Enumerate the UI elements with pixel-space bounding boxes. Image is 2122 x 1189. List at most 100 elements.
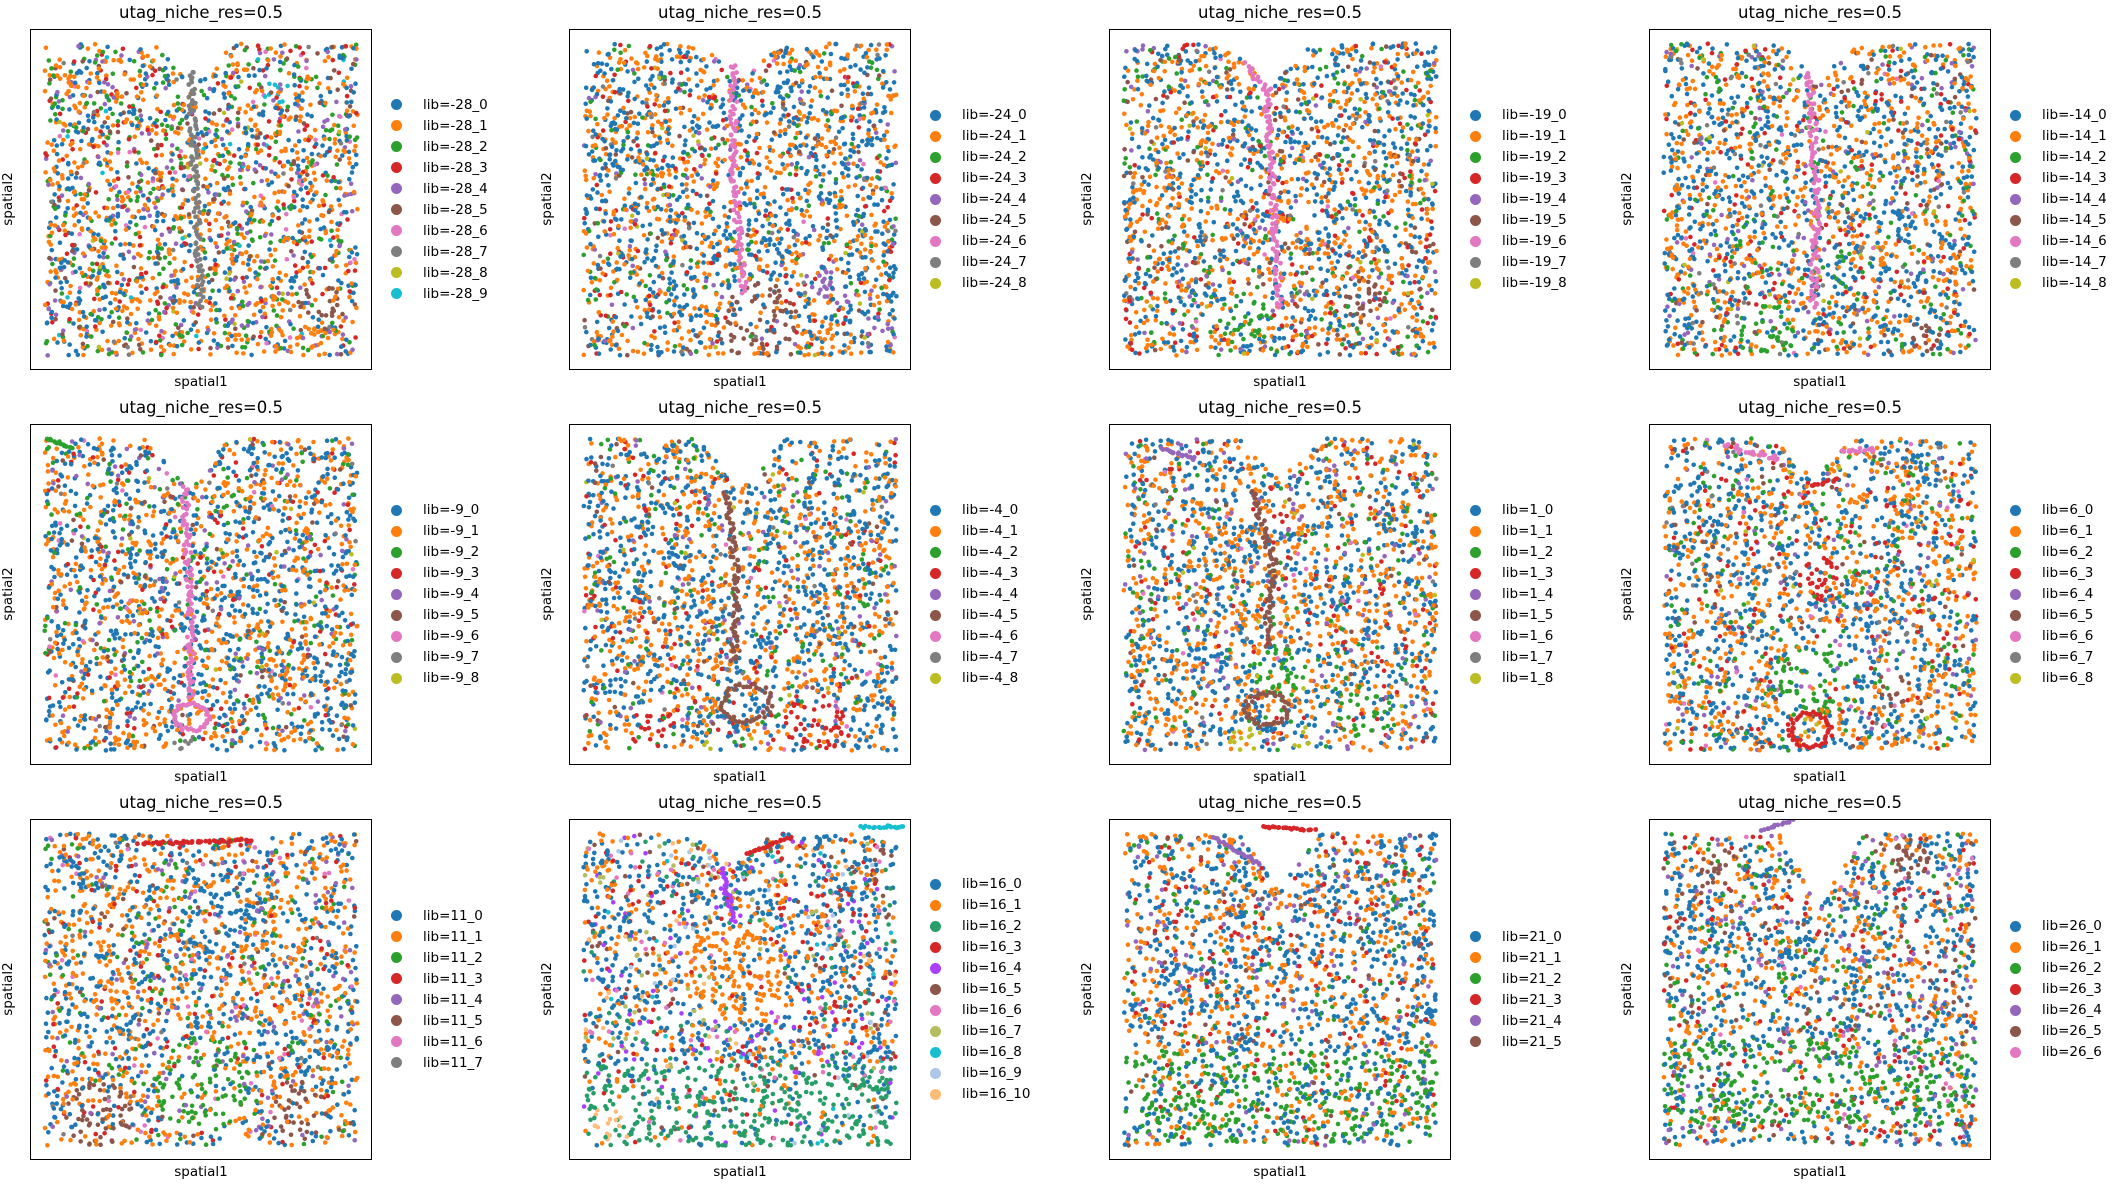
legend-label: lib=-4_7: [962, 649, 1018, 665]
legend-label: lib=26_1: [2042, 939, 2102, 955]
legend-marker-icon: [2010, 1025, 2021, 1037]
legend: lib=11_0 lib=11_1 lib=11_2 lib=11_3 lib=11_4…: [385, 905, 483, 1073]
legend-label: lib=-9_2: [423, 544, 479, 560]
legend-marker-icon: [930, 878, 941, 890]
legend-marker-icon: [2010, 1046, 2021, 1058]
legend-label: lib=-4_4: [962, 586, 1018, 602]
y-axis-label: spatial2: [1619, 172, 1635, 226]
legend-label: lib=16_8: [962, 1044, 1022, 1060]
legend-item: lib=-4_7: [924, 647, 1018, 668]
legend-item: lib=-14_4: [2004, 189, 2107, 210]
subplot-panel-8: utag_niche_res=0.5 spatial1 spatial2 lib…: [0, 790, 560, 1185]
x-axis-label: spatial1: [1109, 1164, 1451, 1180]
subplot-panel-3: utag_niche_res=0.5 spatial1 spatial2 lib…: [1619, 0, 2122, 395]
legend-label: lib=-14_8: [2042, 275, 2107, 291]
legend-label: lib=-28_0: [423, 97, 488, 113]
legend-label: lib=-19_8: [1502, 275, 1567, 291]
legend-marker-icon: [930, 899, 941, 911]
legend-marker-icon: [2010, 277, 2021, 289]
legend-marker-icon: [391, 504, 402, 516]
legend-marker-icon: [391, 183, 402, 194]
legend-item: lib=1_3: [1464, 563, 1553, 584]
legend-marker-icon: [930, 1046, 941, 1058]
legend-item: lib=1_7: [1464, 647, 1553, 668]
legend-marker-icon: [930, 277, 941, 289]
legend-label: lib=-9_7: [423, 649, 479, 665]
legend-marker-icon: [1470, 151, 1481, 163]
legend-label: lib=-28_7: [423, 244, 488, 260]
legend-label: lib=26_5: [2042, 1023, 2102, 1039]
subplot-title: utag_niche_res=0.5: [1649, 398, 1991, 418]
legend-marker-icon: [391, 162, 402, 173]
legend-item: lib=-24_0: [924, 105, 1027, 126]
legend-label: lib=-24_0: [962, 107, 1027, 123]
legend-marker-icon: [1470, 546, 1481, 558]
legend-label: lib=-14_5: [2042, 212, 2107, 228]
legend-label: lib=11_5: [423, 1013, 483, 1029]
x-axis-label: spatial1: [30, 374, 372, 390]
legend-marker-icon: [391, 609, 402, 621]
legend-marker-icon: [1470, 235, 1481, 247]
legend-item: lib=16_0: [924, 874, 1031, 895]
legend-label: lib=6_3: [2042, 565, 2093, 581]
legend-item: lib=16_7: [924, 1021, 1031, 1042]
x-axis-label: spatial1: [1109, 374, 1451, 390]
legend-marker-icon: [391, 246, 402, 257]
legend-label: lib=26_3: [2042, 981, 2102, 997]
legend-item: lib=-9_7: [385, 647, 479, 668]
legend-marker-icon: [1470, 952, 1481, 963]
legend: lib=-19_0 lib=-19_1 lib=-19_2 lib=-19_3 lib=…: [1464, 105, 1567, 294]
scatter-points: [42, 831, 360, 1148]
legend-marker-icon: [1470, 130, 1481, 142]
legend-label: lib=21_4: [1502, 1013, 1562, 1029]
legend-item: lib=-19_3: [1464, 168, 1567, 189]
legend-marker-icon: [1470, 504, 1481, 516]
legend-marker-icon: [1470, 172, 1481, 184]
scatter-axes: [1649, 424, 1991, 765]
legend-item: lib=1_0: [1464, 500, 1553, 521]
legend-label: lib=1_4: [1502, 586, 1553, 602]
legend-marker-icon: [1470, 672, 1481, 684]
legend-item: lib=6_8: [2004, 668, 2093, 689]
legend-marker-icon: [1470, 567, 1481, 579]
legend-item: lib=26_6: [2004, 1042, 2102, 1063]
legend-label: lib=-24_1: [962, 128, 1027, 144]
legend-marker-icon: [391, 588, 402, 600]
legend-marker-icon: [1470, 1036, 1481, 1047]
legend-marker-icon: [391, 931, 402, 942]
subplot-title: utag_niche_res=0.5: [1649, 793, 1991, 813]
legend-label: lib=6_1: [2042, 523, 2093, 539]
legend-marker-icon: [2010, 609, 2021, 621]
legend-label: lib=-14_6: [2042, 233, 2107, 249]
legend-label: lib=-28_9: [423, 286, 488, 302]
legend-label: lib=16_9: [962, 1065, 1022, 1081]
legend-marker-icon: [2010, 193, 2021, 205]
legend-marker-icon: [2010, 983, 2021, 995]
legend-label: lib=11_6: [423, 1034, 483, 1050]
legend-item: lib=-24_8: [924, 273, 1027, 294]
legend: lib=-9_0 lib=-9_1 lib=-9_2 lib=-9_3 lib=-9_4…: [385, 500, 479, 689]
legend-label: lib=-24_6: [962, 233, 1027, 249]
legend-label: lib=11_2: [423, 950, 483, 966]
legend-item: lib=1_6: [1464, 626, 1553, 647]
legend-item: lib=-28_6: [385, 220, 488, 241]
legend-item: lib=-28_0: [385, 94, 488, 115]
legend-label: lib=11_0: [423, 908, 483, 924]
legend-item: lib=21_1: [1464, 947, 1562, 968]
legend-label: lib=26_2: [2042, 960, 2102, 976]
legend-marker-icon: [391, 1036, 402, 1047]
legend-label: lib=-4_6: [962, 628, 1018, 644]
legend-label: lib=-14_2: [2042, 149, 2107, 165]
legend-marker-icon: [2010, 920, 2021, 932]
legend-label: lib=-24_3: [962, 170, 1027, 186]
legend-label: lib=16_2: [962, 918, 1022, 934]
legend-marker-icon: [391, 267, 402, 278]
legend-label: lib=-28_4: [423, 181, 488, 197]
legend-marker-icon: [930, 214, 941, 226]
legend-label: lib=-28_2: [423, 139, 488, 155]
legend-marker-icon: [930, 1004, 941, 1016]
legend-item: lib=-19_6: [1464, 231, 1567, 252]
legend-item: lib=26_1: [2004, 937, 2102, 958]
legend-marker-icon: [391, 525, 402, 537]
legend-item: lib=-24_7: [924, 252, 1027, 273]
